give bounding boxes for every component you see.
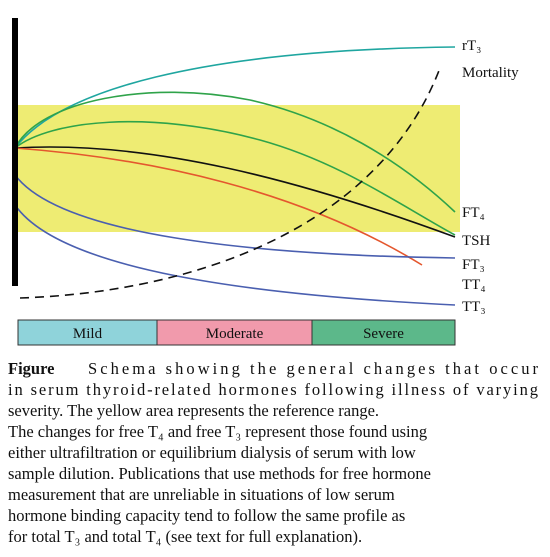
phase-segment xyxy=(17,319,158,346)
caption: Figure Schema showing the general changes… xyxy=(8,359,539,546)
onset-bar xyxy=(12,18,18,286)
tt4-curve xyxy=(14,174,456,259)
rt3-curve xyxy=(14,46,456,149)
caption-line: The changes for free T₄ and free T₃ repr… xyxy=(8,422,427,441)
curve-labels: rT₃ Mortality FT₄ TSH FT₃ TT₄ TT₃ xyxy=(462,38,519,315)
phase-label: Severe xyxy=(363,326,404,342)
curve-label: TT₃ xyxy=(462,299,486,315)
curve-label: FT₄ xyxy=(462,205,485,221)
ft4-curve xyxy=(14,91,456,213)
curve-label: FT₃ xyxy=(462,257,485,273)
caption-line: sample dilution. Publications that use m… xyxy=(8,464,431,483)
caption-line: in serum thyroid-related hormones follow… xyxy=(8,380,538,399)
phase-bar: Mild Moderate Severe xyxy=(17,319,456,346)
caption-line: hormone binding capacity tend to follow … xyxy=(8,506,405,525)
caption-line: for total T₃ and total T₄ (see text for … xyxy=(8,527,362,546)
caption-line: measurement that are unreliable in situa… xyxy=(8,485,395,504)
phase-label: Mild xyxy=(73,326,103,342)
tsh-curve xyxy=(14,146,456,238)
curve-label: TT₄ xyxy=(462,277,486,293)
caption-line: either ultrafiltration or equilibrium di… xyxy=(8,443,416,462)
reference-range xyxy=(15,105,460,232)
mortality-curve xyxy=(19,67,441,299)
ft3-curve xyxy=(14,147,423,266)
caption-line: severity. The yellow area represents the… xyxy=(8,401,379,420)
phase-label: Moderate xyxy=(206,326,264,342)
caption-label: Figure xyxy=(8,359,54,378)
caption-line: Schema showing the general changes that … xyxy=(88,359,539,378)
curve-label: Mortality xyxy=(462,65,519,81)
phase-segment xyxy=(311,319,456,346)
phase-segment xyxy=(156,319,313,346)
curve-label: TSH xyxy=(462,233,491,249)
green-curve xyxy=(14,120,456,236)
curve-label: rT₃ xyxy=(462,38,481,54)
